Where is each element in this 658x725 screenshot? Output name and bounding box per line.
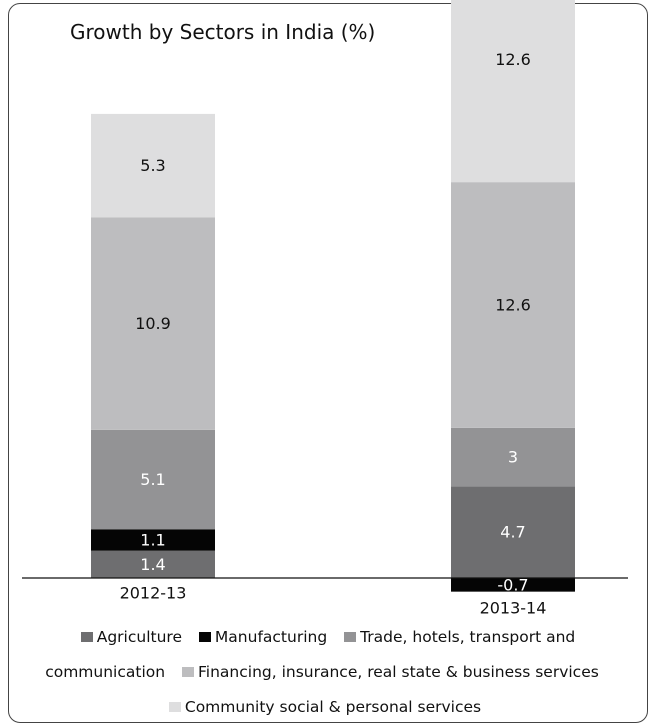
bar-segment-financing-insurance-real-state-business-services-2013-14 xyxy=(451,182,575,428)
data-label: 1.4 xyxy=(140,555,165,574)
legend-swatch xyxy=(168,702,181,712)
legend-swatch xyxy=(344,632,357,642)
data-label: 12.6 xyxy=(495,50,531,69)
data-label: 5.3 xyxy=(140,156,165,175)
bar-segment-financing-insurance-real-state-business-services-2012-13 xyxy=(91,217,215,430)
data-label: 3 xyxy=(508,448,518,467)
legend-item-financing-insurance-real-state-business-services: Financing, insurance, real state & busin… xyxy=(182,663,599,681)
legend-label: Manufacturing xyxy=(214,628,328,646)
bar-segment-trade-hotels-transport-and-communication-2013-14 xyxy=(451,427,575,487)
data-label: 10.9 xyxy=(135,314,171,333)
legend-label: Trade, hotels, transport and communicati… xyxy=(45,628,576,681)
legend-swatch xyxy=(80,632,93,642)
bar-segment-manufacturing-2013-14 xyxy=(451,578,575,592)
chart-legend: Agriculture Manufacturing Trade, hotels,… xyxy=(15,620,635,725)
bar-segment-community-social-personal-services-2012-13 xyxy=(91,113,215,218)
chart-title: Growth by Sectors in India (%) xyxy=(70,20,376,44)
legend-item-manufacturing: Manufacturing xyxy=(198,628,328,646)
legend-item-trade-hotels-transport-and-communication: Trade, hotels, transport and communicati… xyxy=(45,628,575,681)
bar-segment-agriculture-2012-13 xyxy=(91,550,215,578)
x-tick-label: 2013-14 xyxy=(480,599,547,618)
bar-segment-manufacturing-2012-13 xyxy=(91,529,215,551)
legend-swatch xyxy=(182,667,194,677)
legend-label: Financing, insurance, real state & busin… xyxy=(198,663,599,681)
bar-segment-agriculture-2013-14 xyxy=(451,486,575,578)
data-label: 4.7 xyxy=(500,523,525,542)
data-label: 5.1 xyxy=(140,470,165,489)
legend-label: Community social & personal services xyxy=(184,698,482,716)
data-label: 1.1 xyxy=(140,530,165,549)
data-label: -0.7 xyxy=(497,575,528,594)
legend-label: Agriculture xyxy=(96,628,182,646)
x-tick-label: 2012-13 xyxy=(120,584,187,603)
data-label: 12.6 xyxy=(495,296,531,315)
bar-segment-community-social-personal-services-2013-14 xyxy=(451,0,575,183)
legend-swatch xyxy=(198,632,211,642)
legend-item-agriculture: Agriculture xyxy=(80,628,182,646)
chart-plot: 1.4 1.1 5.1 10.9 5.3 4.7 -0.7 3 12.6 12.6 2012-13 2… xyxy=(22,0,628,618)
bar-segment-trade-hotels-transport-and-communication-2012-13 xyxy=(91,429,215,530)
legend-item-community-social-personal-services: Community social & personal services xyxy=(168,698,482,716)
